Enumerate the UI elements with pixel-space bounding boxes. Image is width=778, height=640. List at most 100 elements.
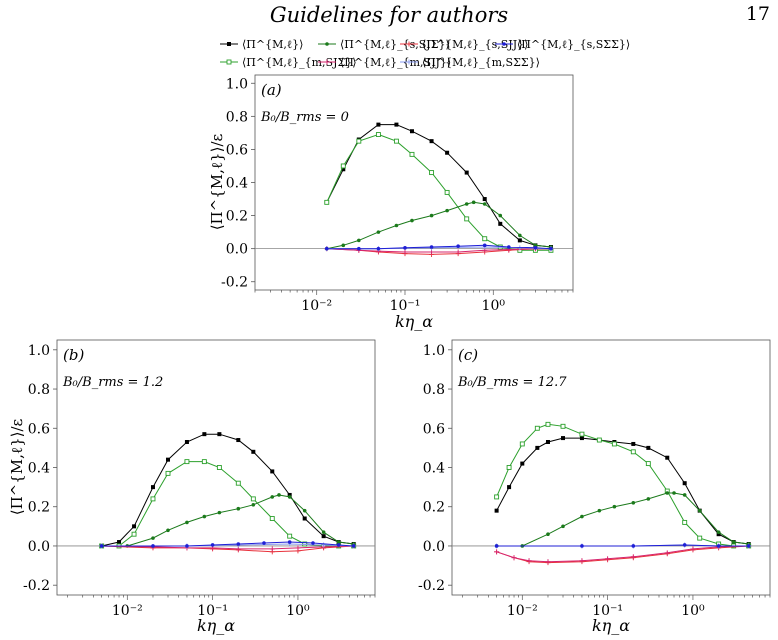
x-tick-label: 10⁻¹ [197,603,228,619]
data-point [517,238,522,243]
data-point [403,246,407,250]
data-point [376,230,381,234]
y-tick-label: -0.2 [23,578,50,594]
x-tick-label: 10⁰ [286,603,310,619]
data-point [250,496,256,502]
data-point [545,559,551,565]
data-point [605,556,611,562]
data-point [375,132,381,137]
data-point [498,213,503,218]
data-point [217,432,222,437]
data-point [277,493,281,497]
plot-frame [451,339,771,596]
data-point [665,455,670,460]
data-point [494,508,499,513]
panel-label: (c) [458,346,478,364]
data-point [270,495,275,499]
data-point [682,543,687,547]
data-point [429,139,434,144]
legend-marker [406,59,412,65]
legend-marker [502,42,506,46]
series-line [101,494,354,547]
data-point [324,246,329,251]
data-point [630,449,636,455]
series [494,543,752,565]
data-point [429,213,434,218]
legend-marker [226,59,232,65]
data-point [534,425,540,431]
data-point [494,549,500,555]
data-point [545,421,551,427]
y-tick-label: 0.2 [423,500,445,516]
data-point [151,544,155,548]
data-point [217,510,222,515]
series [324,243,553,251]
legend-entry: ⟨Π^{M,ℓ}_{s,SJΣ}⟩ [318,38,450,51]
data-point [150,485,155,490]
chart-panel: -0.2 0.0 0.2 0.4 0.6 0.8 1.0 10⁻² 10⁻¹ 10⁰ kη_α ⟨Π^… [8,339,376,635]
data-point [579,431,585,437]
legend-marker [227,42,231,46]
y-tick-label: -0.2 [221,275,248,291]
data-point [716,532,721,537]
data-point [511,555,517,561]
x-axis-label: kη_α [592,616,630,635]
y-tick-label: 0.6 [28,421,50,437]
panel-annotation: B₀/B_rms = 12.7 [457,375,567,390]
data-point [697,535,703,541]
data-point [646,497,651,501]
data-point [549,246,553,251]
data-point [202,514,207,519]
chart-panel: -0.2 0.0 0.2 0.4 0.6 0.8 1.0 10⁻² 10⁻¹ 10⁰ kη_α (c)… [418,339,771,635]
data-point [731,540,736,544]
legend-label: ⟨Π^{M,ℓ}_{m,SJΣ}⟩ [242,56,357,69]
data-point [580,544,584,548]
data-point [409,151,415,157]
data-point [611,441,617,447]
legend-marker [324,59,330,65]
data-point [697,508,702,513]
panel-annotation: B₀/B_rms = 0 [260,110,349,125]
data-point [664,550,670,556]
y-tick-label: 0.8 [226,109,248,125]
x-tick-label: 10⁻¹ [390,298,421,314]
y-tick-label: 0.2 [28,500,50,516]
data-point [394,122,399,127]
data-point [393,138,399,144]
data-point [631,441,636,446]
data-point [716,530,721,535]
data-point [464,202,469,206]
x-tick-label: 10⁻² [301,298,332,314]
data-point [236,542,241,546]
data-point [287,540,292,544]
data-point [631,544,636,548]
data-point [251,449,256,454]
legend-marker [406,41,412,47]
legend-label: ⟨Π^{M,ℓ}_{m,SΣΣ}⟩ [422,56,540,69]
data-point [324,199,330,205]
series-line [101,433,354,547]
data-point [561,436,566,441]
y-tick-label: 0.8 [28,382,50,398]
y-tick-label: 0.8 [423,382,445,398]
data-point [596,437,602,443]
data-point [236,506,241,511]
data-point [535,445,540,450]
data-point [165,470,171,476]
legend-entry: ⟨Π^{M,ℓ}_{m,SJΣ}⟩ [220,56,357,69]
data-point [409,129,414,134]
page-number: 17 [745,3,770,25]
data-point [210,543,215,547]
series-line [101,541,354,547]
x-tick-label: 10⁻² [112,603,143,619]
data-point [321,542,327,548]
data-point [185,544,189,548]
plot-frame [56,339,376,596]
data-point [597,508,602,513]
series-line [496,544,749,547]
data-point [560,423,566,429]
data-point [99,544,104,548]
data-point [376,246,381,251]
data-point [216,465,222,470]
